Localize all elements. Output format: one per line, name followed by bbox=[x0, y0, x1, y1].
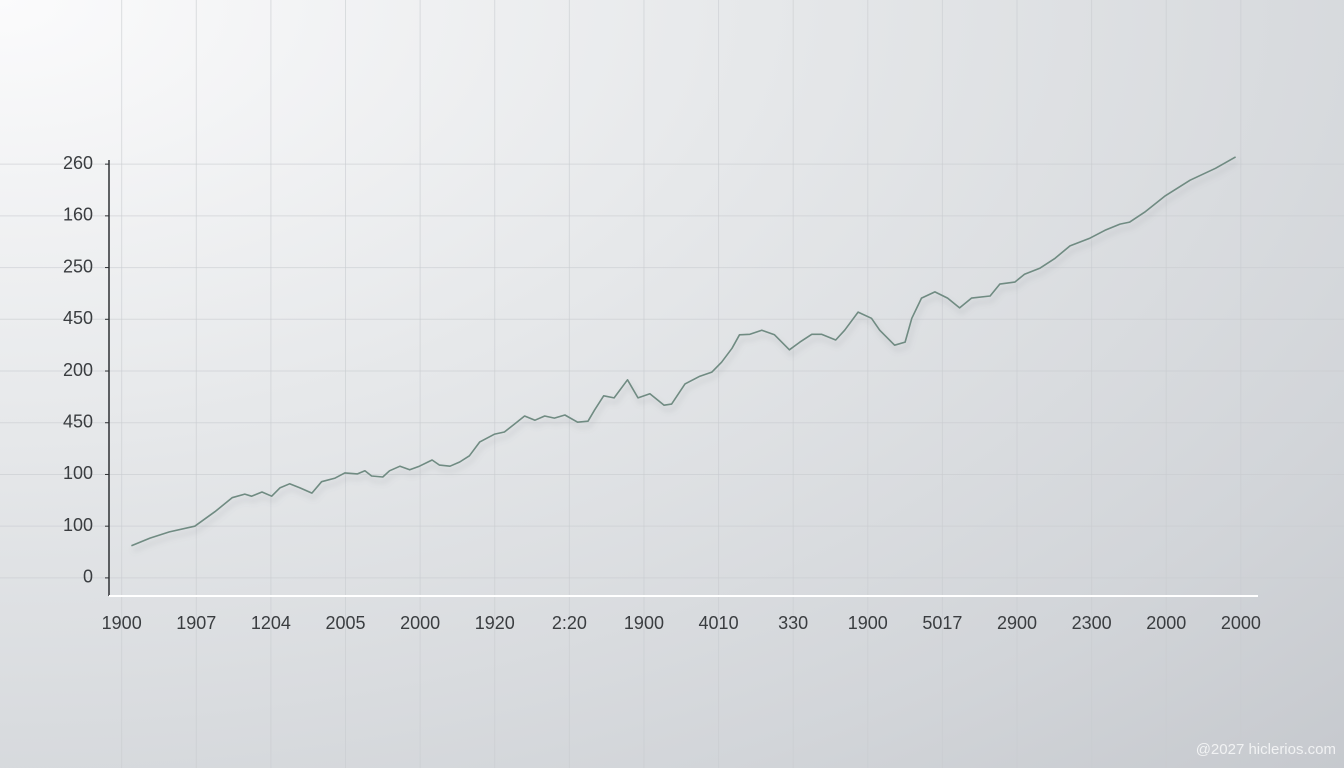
x-tick-label: 1900 bbox=[102, 613, 142, 633]
x-tick-label: 2:20 bbox=[552, 613, 587, 633]
y-tick-label: 100 bbox=[63, 515, 93, 535]
x-tick-label: 1900 bbox=[848, 613, 888, 633]
y-tick-label: 260 bbox=[63, 153, 93, 173]
x-tick-label: 4010 bbox=[699, 613, 739, 633]
x-tick-label: 1907 bbox=[176, 613, 216, 633]
y-tick-label: 450 bbox=[63, 308, 93, 328]
x-tick-label: 1920 bbox=[475, 613, 515, 633]
y-tick-label: 250 bbox=[63, 256, 93, 276]
x-tick-label: 2000 bbox=[1221, 613, 1261, 633]
x-tick-label: 2900 bbox=[997, 613, 1037, 633]
x-tick-label: 330 bbox=[778, 613, 808, 633]
x-tick-label: 1900 bbox=[624, 613, 664, 633]
x-tick-label: 5017 bbox=[922, 613, 962, 633]
y-tick-label: 0 bbox=[83, 567, 93, 587]
y-tick-label: 160 bbox=[63, 205, 93, 225]
y-tick-label: 450 bbox=[63, 411, 93, 431]
x-tick-label: 2300 bbox=[1072, 613, 1112, 633]
x-tick-label: 2000 bbox=[400, 613, 440, 633]
x-tick-label: 2000 bbox=[1146, 613, 1186, 633]
y-tick-label: 200 bbox=[63, 360, 93, 380]
x-tick-label: 1204 bbox=[251, 613, 291, 633]
y-tick-label: 100 bbox=[63, 463, 93, 483]
x-tick-label: 2005 bbox=[325, 613, 365, 633]
watermark: @2027 hiclerios.com bbox=[1196, 741, 1336, 758]
data-line bbox=[131, 156, 1236, 547]
